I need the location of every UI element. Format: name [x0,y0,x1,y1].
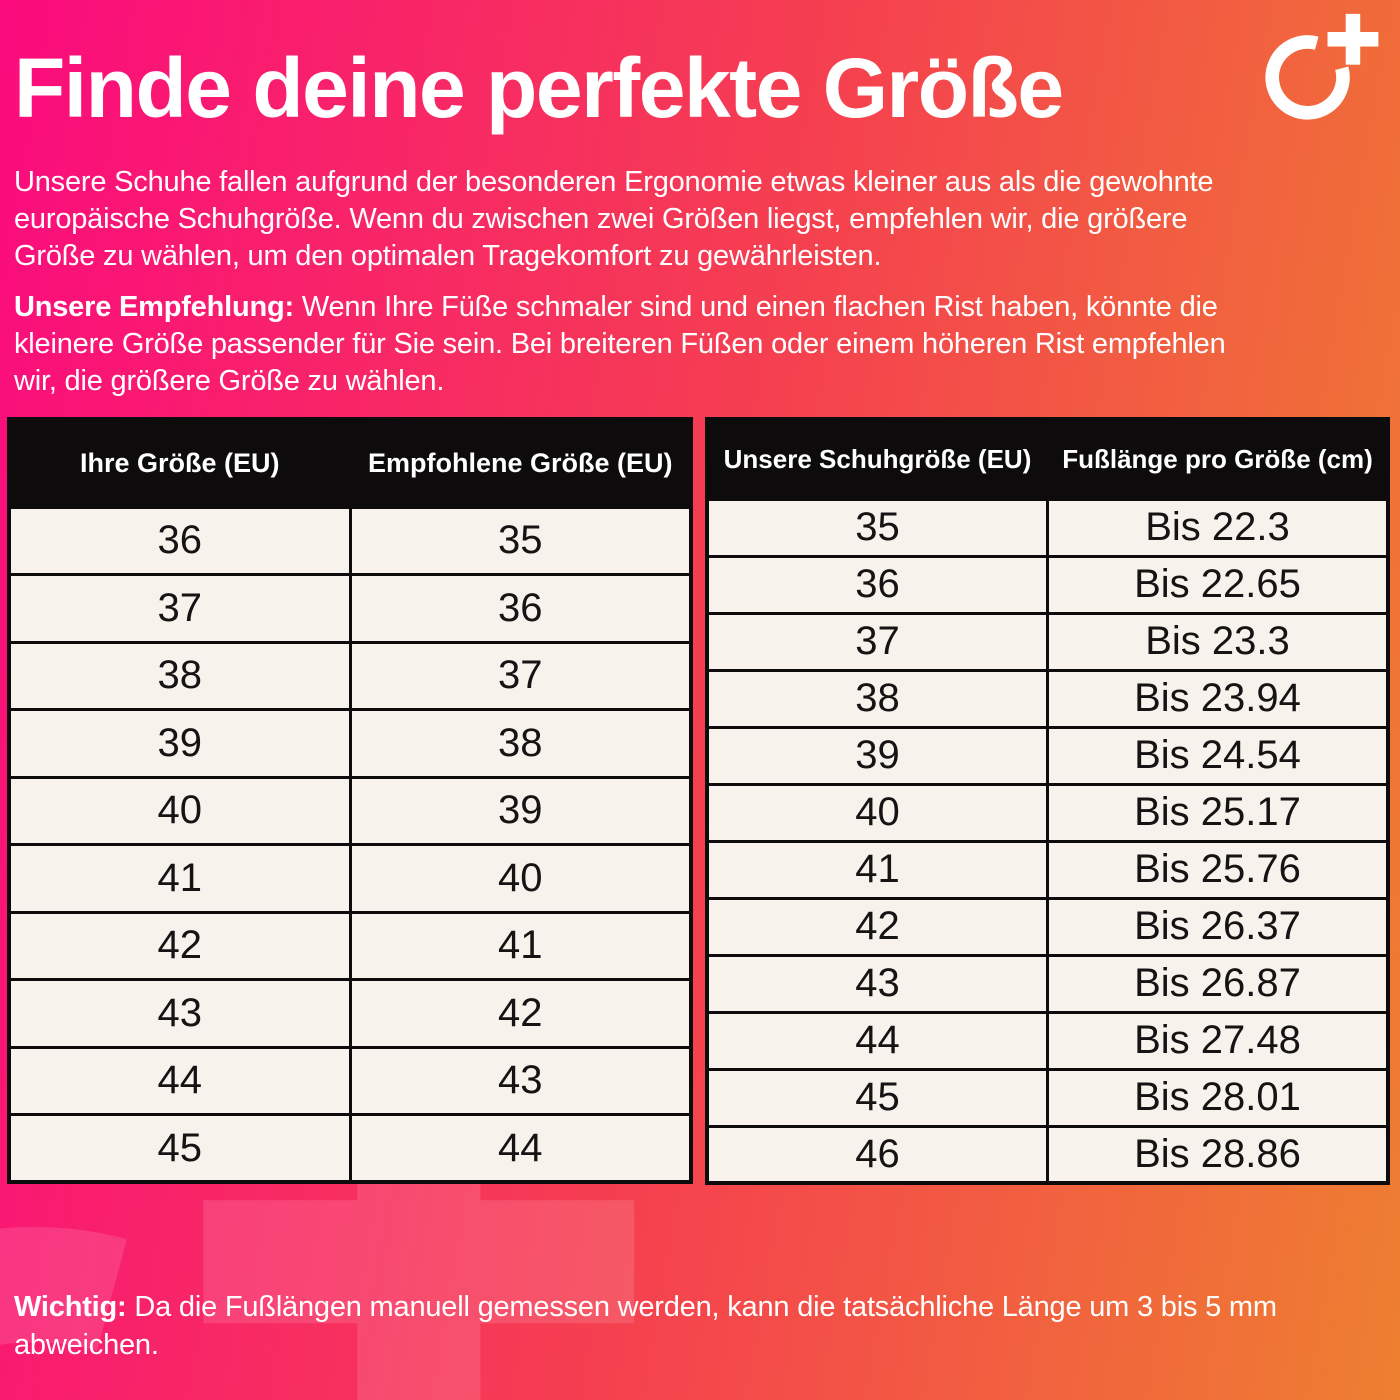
table-row: 44 43 [7,1045,693,1116]
table-cell: Bis 23.3 [1046,611,1390,672]
table-row: 38 37 [7,640,693,711]
header-row: Unsere Schuhgröße (EU) Fußlänge pro Größ… [705,417,1390,501]
table-row: 36 Bis 22.65 [705,554,1390,615]
table-cell: 40 [705,782,1049,843]
column-header-shoe-size: Unsere Schuhgröße (EU) [705,417,1049,501]
table-row: 43 42 [7,978,693,1049]
table-row: 38 Bis 23.94 [705,668,1390,729]
table-row: 40 39 [7,775,693,846]
table-cell: 46 [705,1124,1049,1185]
table-cell: 36 [7,505,352,576]
o-plus-logo-icon [1264,12,1382,121]
page-title: Finde deine perfekte Größe [14,41,1064,135]
table-cell: Bis 22.3 [1046,497,1390,558]
table-cell: Bis 26.87 [1046,953,1390,1014]
table-cell: 35 [705,497,1049,558]
header-row: Ihre Größe (EU) Empfohlene Größe (EU) [7,417,693,509]
table-row: 41 Bis 25.76 [705,839,1390,900]
table-row: 43 Bis 26.87 [705,953,1390,1014]
table-cell: 35 [348,505,693,576]
table-cell: Bis 27.48 [1046,1010,1390,1071]
table-cell: Bis 28.86 [1046,1124,1390,1185]
table-cell: 45 [705,1067,1049,1128]
table-cell: 40 [7,775,352,846]
column-header-recommended-size: Empfohlene Größe (EU) [348,417,693,509]
table-cell: 45 [7,1113,352,1184]
table-row: 42 Bis 26.37 [705,896,1390,957]
table-row: 45 44 [7,1113,693,1184]
table-cell: 40 [348,843,693,914]
table-row: 45 Bis 28.01 [705,1067,1390,1128]
table-cell: Bis 24.54 [1046,725,1390,786]
important-note-text: Da die Fußlängen manuell gemessen werden… [14,1291,1277,1361]
recommendation-paragraph: Unsere Empfehlung: Wenn Ihre Füße schmal… [14,289,1226,400]
table-cell: 37 [7,573,352,644]
table-cell: 43 [348,1045,693,1116]
table-cell: Bis 28.01 [1046,1067,1390,1128]
table-cell: Bis 22.65 [1046,554,1390,615]
table-row: 41 40 [7,843,693,914]
table-cell: Bis 23.94 [1046,668,1390,729]
table-cell: 39 [348,775,693,846]
table-cell: 42 [7,910,352,981]
table-cell: 42 [705,896,1049,957]
table-cell: Bis 25.17 [1046,782,1390,843]
table-cell: 38 [7,640,352,711]
table-cell: 38 [348,708,693,779]
table-row: 39 38 [7,708,693,779]
table-row: 36 35 [7,505,693,576]
table-row: 44 Bis 27.48 [705,1010,1390,1071]
foot-length-table: Unsere Schuhgröße (EU) Fußlänge pro Größ… [705,417,1390,1185]
table-row: 35 Bis 22.3 [705,497,1390,558]
table-cell: 39 [7,708,352,779]
column-header-your-size: Ihre Größe (EU) [7,417,352,509]
table-cell: 44 [7,1045,352,1116]
important-note: Wichtig: Da die Fußlängen manuell gemess… [14,1288,1277,1364]
table-cell: 43 [7,978,352,1049]
size-conversion-table: Ihre Größe (EU) Empfohlene Größe (EU) 36… [7,417,693,1184]
recommendation-label: Unsere Empfehlung: [14,291,294,323]
table-row: 39 Bis 24.54 [705,725,1390,786]
column-header-foot-length: Fußlänge pro Größe (cm) [1046,417,1390,501]
table-cell: 37 [348,640,693,711]
table-cell: 41 [348,910,693,981]
table-row: 37 36 [7,573,693,644]
recommendation-text: Wenn Ihre Füße schmaler sind und einen f… [14,291,1226,397]
table-cell: 37 [705,611,1049,672]
table-cell: 36 [705,554,1049,615]
table-row: 42 41 [7,910,693,981]
table-row: 40 Bis 25.17 [705,782,1390,843]
table-cell: 42 [348,978,693,1049]
important-note-label: Wichtig: [14,1291,127,1323]
table-row: 46 Bis 28.86 [705,1124,1390,1185]
table-cell: 41 [7,843,352,914]
table-cell: 44 [705,1010,1049,1071]
table-cell: Bis 26.37 [1046,896,1390,957]
table-cell: 38 [705,668,1049,729]
table-row: 37 Bis 23.3 [705,611,1390,672]
table-cell: 36 [348,573,693,644]
table-cell: 43 [705,953,1049,1014]
table-cell: 44 [348,1113,693,1184]
intro-paragraph: Unsere Schuhe fallen aufgrund der besond… [14,166,1214,272]
table-cell: 41 [705,839,1049,900]
table-cell: Bis 25.76 [1046,839,1390,900]
table-cell: 39 [705,725,1049,786]
